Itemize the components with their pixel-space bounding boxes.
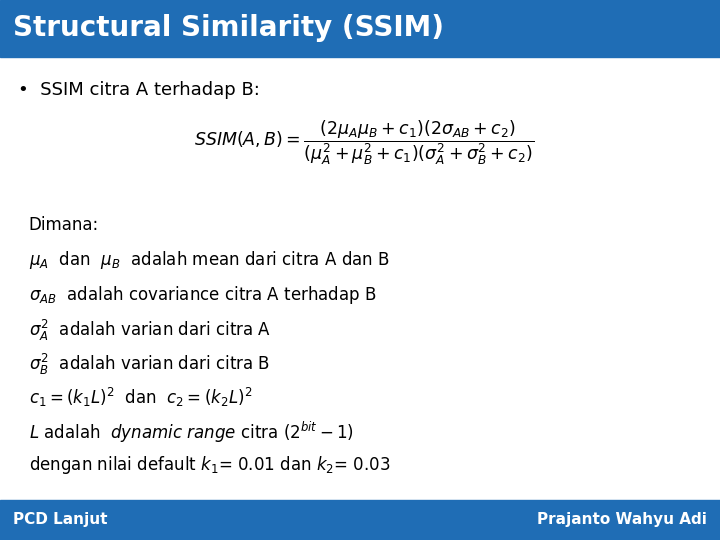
Text: $c_1 = (k_1 L)^2$  dan  $c_2 = (k_2 L)^2$: $c_1 = (k_1 L)^2$ dan $c_2 = (k_2 L)^2$ [29, 386, 252, 409]
Text: Prajanto Wahyu Adi: Prajanto Wahyu Adi [537, 512, 707, 527]
Text: $\mu_A$  dan  $\mu_B$  adalah mean dari citra A dan B: $\mu_A$ dan $\mu_B$ adalah mean dari cit… [29, 249, 390, 272]
Text: dengan nilai default $k_1$= 0.01 dan $k_2$= 0.03: dengan nilai default $k_1$= 0.01 dan $k_… [29, 454, 390, 476]
Text: PCD Lanjut: PCD Lanjut [13, 512, 107, 527]
Text: $\sigma_{AB}$  adalah covariance citra A terhadap B: $\sigma_{AB}$ adalah covariance citra A … [29, 284, 377, 306]
Text: $\sigma_A^2$  adalah varian dari citra A: $\sigma_A^2$ adalah varian dari citra A [29, 318, 271, 342]
Text: $\sigma_B^2$  adalah varian dari citra B: $\sigma_B^2$ adalah varian dari citra B [29, 352, 270, 376]
Text: •  SSIM citra A terhadap B:: • SSIM citra A terhadap B: [18, 81, 260, 99]
Text: $SSIM(A,B) = \dfrac{(2\mu_A\mu_B+c_1)(2\sigma_{AB}+c_2)}{(\mu_A^2+\mu_B^2+c_1)(\: $SSIM(A,B) = \dfrac{(2\mu_A\mu_B+c_1)(2\… [194, 119, 534, 167]
Text: $L$ adalah  $\mathit{dynamic\ range}$ citra $(2^{bit} - 1)$: $L$ adalah $\mathit{dynamic\ range}$ cit… [29, 420, 354, 445]
Text: Dimana:: Dimana: [29, 216, 99, 234]
Text: Structural Similarity (SSIM): Structural Similarity (SSIM) [13, 15, 444, 42]
